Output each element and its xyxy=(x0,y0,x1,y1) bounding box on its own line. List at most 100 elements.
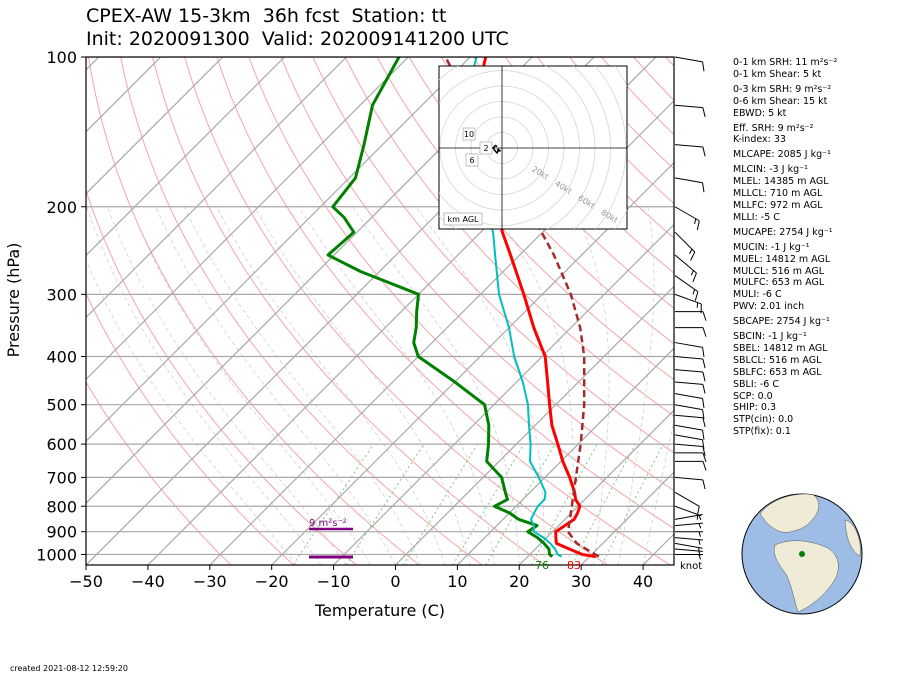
wind-barb xyxy=(674,505,702,520)
hodograph-height-label: 10 xyxy=(464,130,474,139)
parameter-line: STP(fix): 0.1 xyxy=(733,426,791,438)
parameter-line: MULCL: 516 m AGL xyxy=(733,265,825,277)
hodograph-trace xyxy=(492,144,501,155)
wind-barbs xyxy=(674,56,707,560)
south-america-shape xyxy=(774,540,839,613)
dry-adiabat xyxy=(248,57,674,530)
y-tick-label: 300 xyxy=(46,285,77,304)
wind-barb xyxy=(674,522,703,529)
hodograph-height-box xyxy=(479,141,493,155)
y-tick-label: 200 xyxy=(46,198,77,217)
dry-adiabat xyxy=(120,57,483,565)
moist-adiabat xyxy=(617,206,655,565)
isotherm-line xyxy=(271,161,674,565)
x-tick-label: −40 xyxy=(131,572,165,591)
parameter-line: Eff. SRH: 9 m²s⁻² xyxy=(733,122,814,134)
y-tick-label: 400 xyxy=(46,348,77,367)
x-tick-label: −20 xyxy=(255,572,289,591)
wind-barb xyxy=(674,393,705,408)
mixing-ratio-line xyxy=(571,443,636,565)
moist-adiabat xyxy=(351,206,520,565)
y-axis-label: Pressure (hPa) xyxy=(4,243,23,358)
parameter-line: K-index: 33 xyxy=(733,134,786,146)
wind-barb xyxy=(674,542,703,553)
x-axis-label: Temperature (C) xyxy=(314,601,445,620)
moist-adiabat xyxy=(415,206,545,565)
sounding-parameters-list: 0-1 km SRH: 11 m²s⁻² 0-1 km Shear: 5 kt 0-… xyxy=(733,57,837,438)
parameter-line: MLLI: -5 C xyxy=(733,211,780,223)
wind-barb xyxy=(675,531,703,537)
location-globe xyxy=(741,493,863,615)
y-tick-label: 800 xyxy=(46,497,77,516)
surface-dewpoint-label: 76 xyxy=(535,559,549,572)
dry-adiabat xyxy=(440,57,674,309)
wind-barb xyxy=(674,434,705,450)
hodograph-height-label: 2 xyxy=(483,144,488,153)
moist-adiabat xyxy=(183,206,421,565)
parameter-line: 0-1 km SRH: 11 m²s⁻² xyxy=(733,57,838,68)
isotherm-line xyxy=(86,57,162,133)
hodograph-height-box xyxy=(462,127,476,141)
parameter-line: SBCAPE: 2754 J kg⁻¹ xyxy=(733,316,830,328)
wind-barb xyxy=(674,537,703,545)
parameter-line: SBLFC: 653 m AGL xyxy=(733,366,822,378)
srh-label: 9 m²s⁻² xyxy=(309,518,347,529)
y-tick-label: 700 xyxy=(46,468,77,487)
parameter-line: MLCAPE: 2085 J kg⁻¹ xyxy=(733,149,831,161)
moist-adiabat xyxy=(86,258,297,565)
y-tick-label: 1000 xyxy=(36,545,77,564)
parameter-line: SBEL: 14812 m AGL xyxy=(733,342,828,354)
isotherm-line xyxy=(518,409,674,565)
barb-unit-label: knot xyxy=(680,561,702,572)
hodograph-footer-box xyxy=(443,212,483,226)
wind-barb xyxy=(674,342,705,357)
wind-barb xyxy=(674,293,702,314)
isotherm-line xyxy=(86,57,224,195)
wind-barb xyxy=(675,311,707,321)
isotherm-line xyxy=(333,223,674,565)
wind-barb xyxy=(675,452,707,463)
isotherm-line xyxy=(209,99,674,565)
surface-temperature-label: 83 xyxy=(567,559,581,572)
parameter-line: MUCIN: -1 J kg⁻¹ xyxy=(733,241,810,253)
mixing-ratio-line xyxy=(452,443,525,565)
dry-adiabat xyxy=(88,57,420,565)
wind-barb xyxy=(674,381,706,394)
dry-adiabat xyxy=(376,57,674,381)
parameter-line: STP(cin): 0.0 xyxy=(733,414,794,426)
chart-title-line1: CPEX-AW 15-3km 36h fcst Station: tt xyxy=(86,5,447,27)
wind-barb xyxy=(674,275,699,301)
chart-title-line2: Init: 2020091300 Valid: 202009141200 UTC xyxy=(86,28,509,50)
dry-adiabat xyxy=(86,292,295,565)
hodograph-footer-label: km AGL xyxy=(448,215,480,224)
created-timestamp: created 2021-08-12 12:59:20 xyxy=(10,664,128,673)
wind-barb xyxy=(674,56,705,72)
parameter-line: MLEL: 14385 m AGL xyxy=(733,176,829,188)
isotherm-line xyxy=(86,57,471,443)
dry-adiabat xyxy=(280,57,674,492)
isotherm-line xyxy=(395,285,674,565)
y-tick-label: 600 xyxy=(46,435,77,454)
moist-adiabat xyxy=(155,206,396,565)
dewpoint-trace xyxy=(326,57,554,558)
x-tick-label: 40 xyxy=(633,572,653,591)
wind-barb xyxy=(674,356,706,369)
moist-adiabat xyxy=(86,206,322,565)
x-tick-label: −30 xyxy=(193,572,227,591)
parameter-line: MUCAPE: 2754 J kg⁻¹ xyxy=(733,226,833,238)
mixing-ratio-line xyxy=(403,443,479,565)
dry-adiabat xyxy=(86,189,357,565)
wind-barb xyxy=(674,369,706,382)
hodograph-height-label: 6 xyxy=(469,156,474,165)
parameter-line: 0-3 km SRH: 9 m²s⁻² xyxy=(733,83,832,95)
moist-adiabat xyxy=(107,206,347,565)
wind-barb xyxy=(675,327,707,337)
wind-barb xyxy=(674,414,706,428)
parameter-line: MLLFC: 972 m AGL xyxy=(733,199,823,211)
x-tick-label: 30 xyxy=(571,572,591,591)
wind-barb xyxy=(674,491,700,516)
moist-adiabat xyxy=(642,418,674,565)
parameter-line: SBLCL: 516 m AGL xyxy=(733,354,822,366)
wind-barb xyxy=(674,177,705,193)
